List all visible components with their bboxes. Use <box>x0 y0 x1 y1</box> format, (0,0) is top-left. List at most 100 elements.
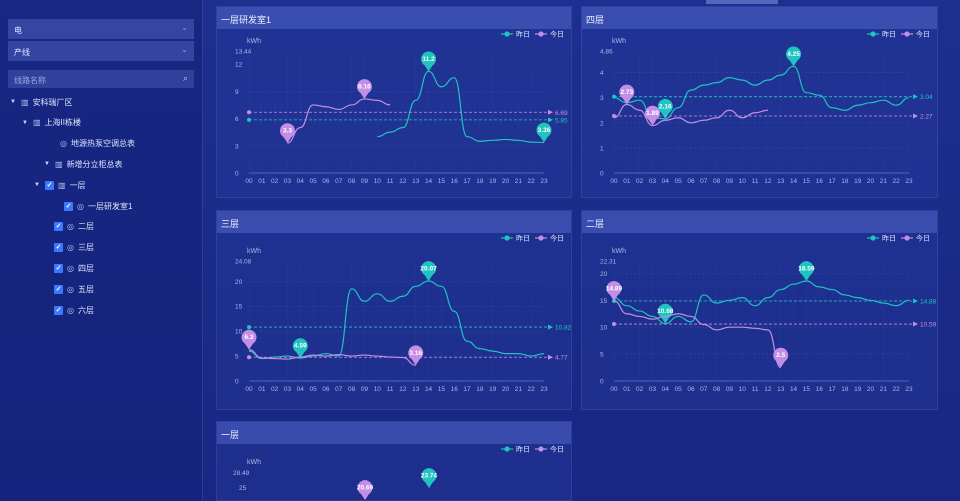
x-tick-label: 12 <box>399 178 407 185</box>
building-icon: ▥ <box>21 97 29 107</box>
tree-node[interactable]: ◎ 地源热泵空调总表 <box>60 137 135 151</box>
x-tick-label: 18 <box>476 178 484 185</box>
building-icon: ▥ <box>58 180 66 190</box>
max-marker-yesterday: 20.07 <box>420 261 437 281</box>
x-tick-label: 03 <box>649 178 657 185</box>
marker-label: 11.2 <box>422 56 435 63</box>
expand-toggle-icon[interactable]: ▼ <box>34 182 40 189</box>
x-tick-label: 05 <box>675 386 683 393</box>
checkbox[interactable]: ✓ <box>54 222 63 232</box>
energy-type-value: 电 <box>14 26 22 35</box>
tree-node[interactable]: ✓ ◎ 三层 <box>54 241 94 255</box>
y-axis-label: kWh <box>612 38 626 45</box>
x-tick-label: 04 <box>297 178 305 185</box>
chart-panel-3: 三层 昨日 今日 kWh 0 5 10 15 20 24.08 00 01 02 03 04 05 06 07 0… <box>216 210 572 410</box>
category-select[interactable]: 产线 ⌄ <box>8 41 194 61</box>
tree-node[interactable]: ✓ ◎ 二层 <box>54 220 94 234</box>
x-tick-label: 20 <box>502 178 510 185</box>
min-marker-today: 3.3 <box>279 123 295 144</box>
legend-today: 今日 <box>550 234 564 243</box>
x-tick-label: 12 <box>399 386 407 393</box>
checkbox[interactable]: ✓ <box>64 201 73 211</box>
average-label: 10.82 <box>555 325 572 332</box>
y-axis-label: kWh <box>247 248 261 255</box>
x-tick-label: 09 <box>361 178 369 185</box>
tree-node[interactable]: ✓ ◎ 五层 <box>54 282 94 296</box>
checkbox[interactable]: ✓ <box>54 284 63 294</box>
y-tick-label: 12 <box>235 62 243 69</box>
x-tick-label: 19 <box>854 386 862 393</box>
average-arrow <box>548 354 553 360</box>
x-tick-label: 16 <box>816 386 824 393</box>
min-marker-today: 1.89 <box>644 105 660 126</box>
x-tick-label: 09 <box>361 386 369 393</box>
x-tick-label: 14 <box>425 386 433 393</box>
tree-node[interactable]: ✓ ◎ 一层研发室1 <box>64 199 132 213</box>
x-tick-label: 10 <box>374 178 382 185</box>
average-arrow <box>913 113 918 119</box>
tree-node[interactable]: ▼ ▥ 新增分立柜总表 <box>44 157 123 171</box>
y-tick-label: 20 <box>235 279 243 286</box>
search-icon[interactable]: ⌕ <box>182 73 188 83</box>
marker-label: 4.25 <box>787 51 800 58</box>
expand-toggle-icon[interactable]: ▼ <box>44 161 50 168</box>
energy-type-select[interactable]: 电 ⌄ <box>8 19 194 39</box>
y-tick-label: 24.08 <box>235 259 252 266</box>
average-start-dot <box>247 110 251 115</box>
expand-toggle-icon[interactable]: ▼ <box>22 119 28 126</box>
legend-dot <box>904 31 910 37</box>
x-tick-label: 08 <box>348 386 356 393</box>
x-tick-label: 17 <box>828 178 836 185</box>
x-tick-label: 12 <box>764 386 772 393</box>
legend-dot <box>538 235 544 241</box>
y-axis-label: kWh <box>247 459 261 466</box>
x-tick-label: 00 <box>610 386 618 393</box>
checkbox[interactable]: ✓ <box>54 243 63 253</box>
x-tick-label: 20 <box>867 386 875 393</box>
average-arrow <box>548 324 553 330</box>
checkbox[interactable]: ✓ <box>54 305 63 315</box>
x-tick-label: 14 <box>790 178 798 185</box>
tree-node[interactable]: ✓ ◎ 六层 <box>54 303 94 317</box>
expand-toggle-icon[interactable]: ▼ <box>10 99 16 105</box>
min-marker-yesterday: 10.68 <box>657 303 674 324</box>
x-tick-label: 17 <box>463 386 471 393</box>
marker-label: 4.59 <box>294 343 307 350</box>
series-line-yesterday <box>613 280 910 325</box>
tree-node[interactable]: ▼ ▥ 上海II栋楼 <box>22 116 81 130</box>
x-tick-label: 10 <box>374 386 382 393</box>
x-tick-label: 06 <box>687 178 695 185</box>
checkbox[interactable]: ✓ <box>54 263 63 273</box>
x-tick-label: 05 <box>310 178 318 185</box>
search-input[interactable]: 线路名称 ⌕ <box>8 70 194 88</box>
tree-node[interactable]: ▼ ▥ 安科瑞厂区 <box>10 95 73 109</box>
gauge-icon: ◎ <box>67 243 74 253</box>
x-tick-label: 13 <box>412 178 420 185</box>
marker-pin <box>292 338 308 359</box>
legend-dot <box>538 31 544 37</box>
marker-pin <box>644 105 660 126</box>
average-arrow <box>548 117 553 123</box>
x-tick-label: 22 <box>893 178 901 185</box>
legend-today: 今日 <box>916 234 930 243</box>
x-tick-label: 04 <box>662 178 670 185</box>
chart-panel-1: 一层研发室1 昨日 今日 kWh 0 3 6 9 12 13.44 00 01 02 03 04 05 06 0… <box>216 6 572 198</box>
tree-node[interactable]: ✓ ◎ 四层 <box>54 261 94 275</box>
y-tick-label: 22.31 <box>600 259 617 266</box>
legend-dot <box>870 31 876 37</box>
x-tick-label: 11 <box>387 178 394 185</box>
checkbox[interactable]: ✓ <box>45 180 54 190</box>
x-tick-label: 06 <box>322 386 330 393</box>
x-tick-label: 13 <box>412 386 420 393</box>
x-tick-label: 23 <box>905 178 913 185</box>
y-tick-label: 28.49 <box>233 470 250 477</box>
marker-pin <box>657 98 673 119</box>
x-tick-label: 07 <box>700 178 708 185</box>
x-tick-label: 23 <box>540 178 548 185</box>
x-tick-label: 18 <box>476 386 484 393</box>
max-marker-today: 2.73 <box>619 84 635 105</box>
marker-pin <box>657 303 673 324</box>
tree-node[interactable]: ▼ ✓ ▥ 一层 <box>34 178 86 192</box>
marker-pin <box>421 468 437 488</box>
